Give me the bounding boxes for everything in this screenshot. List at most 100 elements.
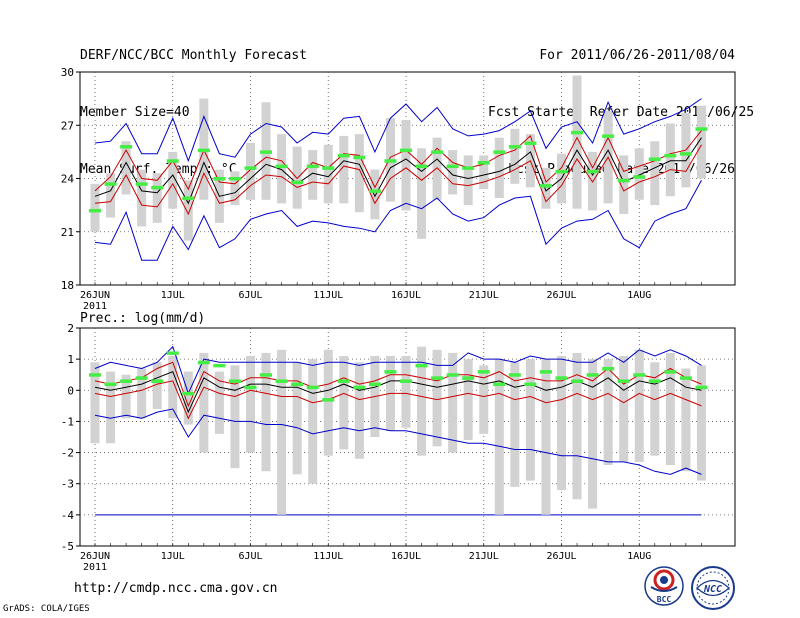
y-tick-label: 2 bbox=[67, 322, 74, 335]
observed-marker bbox=[539, 370, 552, 374]
observed-marker bbox=[306, 164, 319, 169]
observed-marker bbox=[228, 379, 241, 383]
y-tick-label: 24 bbox=[61, 173, 75, 186]
observed-marker bbox=[477, 161, 490, 165]
spread-box bbox=[370, 169, 380, 220]
spread-box bbox=[308, 150, 318, 200]
observed-marker bbox=[291, 382, 304, 387]
observed-marker bbox=[524, 382, 537, 387]
max-line bbox=[94, 98, 702, 163]
spread-box bbox=[417, 148, 427, 239]
spread-box bbox=[183, 180, 193, 241]
spread-box bbox=[168, 356, 178, 419]
spread-box bbox=[401, 356, 411, 428]
x-year-label: 2011 bbox=[83, 562, 107, 573]
upper-line bbox=[94, 130, 702, 192]
ncc-logo-text: NCC bbox=[703, 584, 722, 595]
observed-marker bbox=[120, 145, 133, 149]
observed-marker bbox=[151, 379, 164, 383]
observed-marker bbox=[337, 153, 350, 158]
observed-marker bbox=[275, 379, 288, 383]
observed-marker bbox=[555, 169, 568, 174]
mean-line bbox=[94, 370, 702, 414]
observed-marker bbox=[322, 398, 335, 402]
spread-box bbox=[292, 362, 302, 475]
spread-box bbox=[479, 365, 489, 434]
observed-marker bbox=[571, 379, 584, 383]
panel-title: Prec.: log(mm/d) bbox=[80, 311, 205, 326]
spread-box bbox=[183, 371, 193, 425]
spread-box bbox=[417, 346, 427, 456]
observed-marker bbox=[104, 382, 117, 387]
x-year-label: 2011 bbox=[83, 301, 107, 312]
x-tick-label: 26JUL bbox=[546, 290, 576, 301]
y-tick-label: -3 bbox=[61, 478, 74, 491]
observed-marker bbox=[462, 376, 475, 380]
spread-box bbox=[665, 352, 675, 466]
observed-marker bbox=[462, 166, 475, 170]
x-tick-label: 1AUG bbox=[627, 551, 651, 562]
spread-box bbox=[432, 349, 442, 447]
observed-marker bbox=[508, 373, 521, 377]
observed-marker bbox=[260, 373, 273, 377]
x-tick-label: 26JUL bbox=[546, 551, 576, 562]
spread-box bbox=[634, 148, 644, 200]
x-tick-label: 11JUL bbox=[313, 551, 343, 562]
observed-marker bbox=[493, 382, 506, 387]
chart-title: DERF/NCC/BCC Monthly Forecast bbox=[80, 48, 307, 63]
y-tick-label: -5 bbox=[61, 540, 74, 553]
x-tick-label: 1AUG bbox=[627, 290, 651, 301]
spread-box bbox=[90, 362, 100, 444]
observed-marker bbox=[384, 159, 397, 163]
spread-box bbox=[292, 146, 302, 209]
observed-marker bbox=[213, 363, 226, 368]
observed-marker bbox=[182, 391, 195, 396]
spread-box bbox=[246, 143, 255, 200]
x-tick-label: 6JUL bbox=[238, 290, 262, 301]
observed-marker bbox=[648, 379, 661, 383]
max-line bbox=[94, 345, 702, 395]
observed-marker bbox=[291, 180, 304, 185]
source-url[interactable]: http://cmdp.ncc.cma.gov.cn bbox=[74, 581, 278, 596]
observed-marker bbox=[151, 185, 164, 190]
spread-box bbox=[494, 359, 504, 515]
spread-box bbox=[696, 105, 706, 179]
observed-marker bbox=[555, 376, 568, 380]
spread-box bbox=[199, 352, 209, 453]
spread-box bbox=[323, 349, 333, 456]
observed-marker bbox=[400, 148, 412, 153]
observed-marker bbox=[446, 373, 459, 377]
observed-marker bbox=[679, 376, 692, 380]
spread-box bbox=[230, 171, 240, 206]
lower-line bbox=[94, 380, 702, 420]
observed-marker bbox=[368, 382, 381, 387]
precipitation-panel: -5 -4 -3 -2 -1 0 1 2 26JUN 1JUL 6JUL 11JUL 16JUL 21JU… bbox=[61, 311, 736, 573]
observed-marker bbox=[695, 385, 708, 390]
observed-marker bbox=[400, 379, 412, 383]
spread-box bbox=[230, 365, 240, 469]
y-tick-label: 30 bbox=[61, 66, 74, 79]
spread-box bbox=[603, 359, 613, 466]
spread-box bbox=[448, 352, 458, 453]
observed-marker bbox=[197, 148, 210, 153]
x-tick-label: 1JUL bbox=[161, 290, 185, 301]
spread-box bbox=[246, 356, 255, 453]
spread-box bbox=[588, 359, 598, 509]
observed-marker bbox=[524, 141, 537, 145]
member-size: Member Size=40 bbox=[80, 105, 190, 120]
observed-marker bbox=[679, 152, 692, 156]
observed-marker bbox=[120, 379, 133, 383]
observed-marker bbox=[633, 175, 646, 179]
observed-marker bbox=[571, 130, 584, 135]
observed-marker bbox=[135, 376, 148, 380]
spread-box bbox=[696, 365, 706, 481]
x-tick-label: 21JUL bbox=[469, 551, 499, 562]
spread-box bbox=[308, 359, 318, 484]
x-tick-label: 11JUL bbox=[313, 290, 343, 301]
spread-box bbox=[106, 173, 116, 218]
y-tick-label: 18 bbox=[61, 279, 74, 292]
plot-frame bbox=[79, 327, 736, 547]
observed-marker bbox=[617, 379, 630, 383]
observed-marker bbox=[353, 155, 366, 160]
